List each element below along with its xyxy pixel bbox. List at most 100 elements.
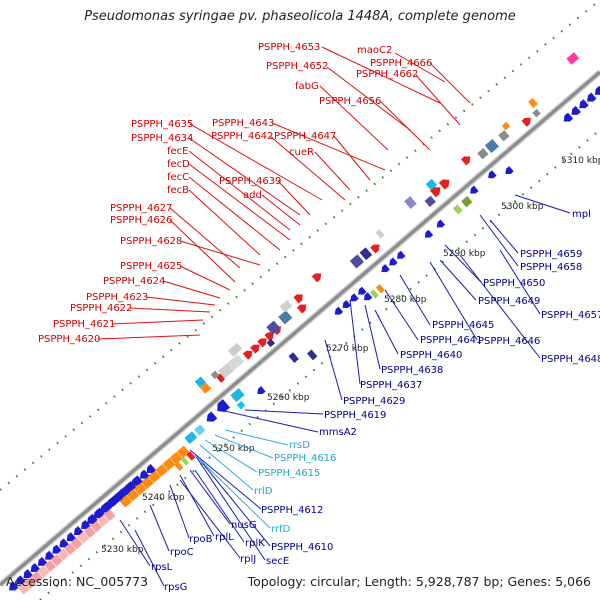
gene-arrow-minus [579,99,589,109]
gene-label: PSPPH_4626 [110,215,172,226]
gene-arrow-minus [342,300,351,308]
gene-block-orange [199,382,212,394]
gene-arrow-minus [37,556,48,566]
gene-block-orange [126,488,140,502]
gene-label: PSPPH_4615 [258,468,320,479]
gene-label: fecE [167,146,189,157]
gene-label: rrlD [254,486,273,497]
gene-block-gray [477,148,489,160]
gene-block-cyan [425,178,438,191]
gene-label: rpsL [151,562,173,573]
gene-block-navy [404,196,417,209]
gene-label: maoC2 [357,45,392,56]
gene-arrow-minus [381,264,390,273]
gene-arrow-minus [9,581,19,591]
gene-label: PSPPH_4612 [261,505,323,516]
gene-block-orange [169,451,183,465]
gene-block-gray [210,370,220,380]
gene-arrow-minus [133,475,143,485]
gene-label: PSPPH_4627 [110,203,172,214]
gene-block-navy [424,195,436,208]
outer-tick-ring [0,0,600,491]
rrna-block [24,576,37,589]
gene-arrow-plus [296,304,307,314]
gene-label: rpoC [170,547,194,558]
gene-arrow-minus [488,170,497,179]
gene-label: PSPPH_4657 [541,310,600,321]
gene-block-gray [227,342,243,357]
gene-label: PSPPH_4643 [212,118,274,129]
gene-arrow-minus [146,464,156,474]
rrna-block [57,548,70,561]
gene-label: mmsA2 [319,427,357,438]
gene-label: rplL [215,532,234,543]
gene-label: PSPPH_4658 [520,262,582,273]
gene-arrow-plus [242,350,253,360]
gene-block-cyan [194,424,206,436]
gene-label: rpsG [164,582,187,593]
rrna-block [17,582,30,595]
gene-label: PSPPH_4635 [131,119,193,130]
gene-arrow-minus [571,105,581,115]
gene-block-cyan [230,388,245,403]
gene-block-gray [375,229,385,239]
rrna-block [63,542,76,555]
gene-block-gray [532,108,541,118]
minus-leader-lines [119,194,571,587]
gene-label: PSPPH_4610 [271,542,333,553]
gene-arrow-plus [521,117,531,127]
kbp-label-5260: 5260 kbp [267,393,310,403]
gene-label: PSPPH_4638 [381,365,443,376]
gene-block-red [186,451,196,461]
gene-arrow-minus [87,514,97,524]
gene-arrow-minus [126,480,137,490]
gene-block-green [369,289,379,299]
gene-label: nusG [231,520,257,531]
gene-block-gray [498,130,510,142]
gene-block-orange [162,457,176,471]
gene-label: PSPPH_4625 [120,261,182,272]
gene-arrow-minus [397,250,406,259]
gene-block-orange [133,482,147,496]
gene-arrow-minus [470,185,479,194]
gene-label: fecB [167,185,189,196]
gene-arrow-minus [100,503,110,513]
gene-arrow-minus [257,386,266,395]
gene-arrow-minus [30,563,41,573]
kbp-label-5250: 5250 kbp [212,444,255,454]
gene-label: PSPPH_4650 [483,278,545,289]
gene-arrow-minus [106,497,117,507]
gene-label: PSPPH_4648 [541,354,600,365]
kbp-label-5290: 5290 kbp [443,249,486,259]
gene-block-orange [501,121,511,131]
gene-arrow-plus [311,273,322,283]
gene-arrow-minus [350,293,359,302]
gene-block-navy [266,338,276,348]
gene-arrow-minus [217,399,230,412]
gene-block-navy [359,247,373,261]
gene-arrow-minus [389,257,398,266]
gene-arrow-minus [436,219,446,228]
kbp-label-5310: 5310 kbp [561,156,600,166]
gene-arrow-minus [16,575,26,585]
gene-arrow-plus [293,294,303,304]
minus-strand-labels: mpl PSPPH_4659 PSPPH_4658 PSPPH_4650 PSP… [151,209,600,593]
gene-arrow-minus [81,519,91,529]
gene-label: rpoB [189,534,213,545]
gene-arrow-minus [424,229,434,238]
gene-block-pink [566,52,580,65]
gene-label: rplJ [240,554,256,565]
gene-block-blue [484,138,499,154]
gene-label: mpl [572,209,591,220]
rrna-block [83,525,96,539]
gene-block-gray [227,354,245,371]
gene-arrow-minus [587,92,597,102]
gene-arrow-minus [45,550,55,560]
accession-label: Accession: NC_005773 [6,574,149,589]
gene-block-green [452,204,463,215]
gene-arrow-minus [66,532,77,542]
kbp-label-5300: 5300 kbp [501,202,544,212]
gene-block-navy [288,352,299,363]
